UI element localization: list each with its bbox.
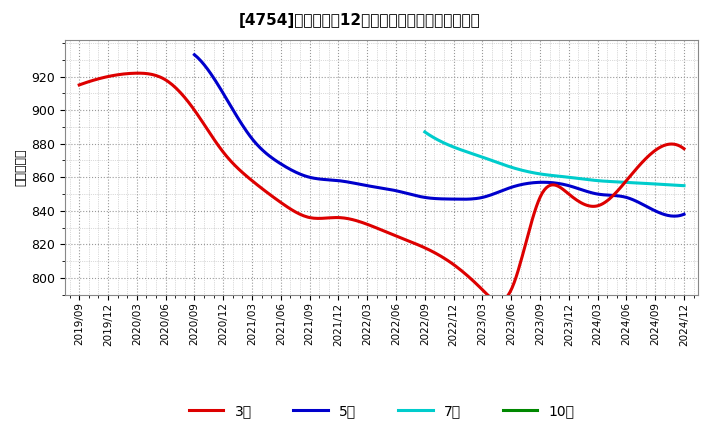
3年: [437, 254, 446, 259]
3年: [589, 204, 598, 209]
Line: 3年: 3年: [79, 73, 684, 301]
Line: 7年: 7年: [425, 132, 684, 186]
7年: [575, 176, 583, 181]
3年: [627, 172, 636, 177]
5年: [634, 199, 642, 205]
Line: 5年: 5年: [194, 55, 684, 216]
3年: [495, 299, 504, 304]
7年: [680, 183, 688, 188]
5年: [192, 53, 200, 59]
5年: [482, 194, 490, 199]
7年: [574, 176, 582, 181]
3年: [133, 70, 142, 76]
7年: [420, 129, 429, 135]
3年: [75, 82, 84, 88]
7年: [579, 176, 588, 182]
3年: [680, 146, 688, 151]
3年: [435, 253, 444, 258]
Legend: 3年, 5年, 7年, 10年: 3年, 5年, 7年, 10年: [183, 399, 580, 424]
3年: [77, 81, 86, 87]
Y-axis label: （百万円）: （百万円）: [14, 148, 27, 186]
7年: [655, 182, 664, 187]
3年: [447, 260, 456, 266]
5年: [190, 52, 199, 57]
5年: [480, 194, 489, 200]
7年: [421, 130, 430, 135]
5年: [670, 213, 678, 219]
5年: [603, 192, 611, 198]
Text: [4754]　経常利益12か月移動合計の平均値の推移: [4754] 経常利益12か月移動合計の平均値の推移: [239, 13, 481, 28]
7年: [639, 180, 647, 186]
5年: [680, 212, 688, 217]
5年: [490, 191, 498, 196]
